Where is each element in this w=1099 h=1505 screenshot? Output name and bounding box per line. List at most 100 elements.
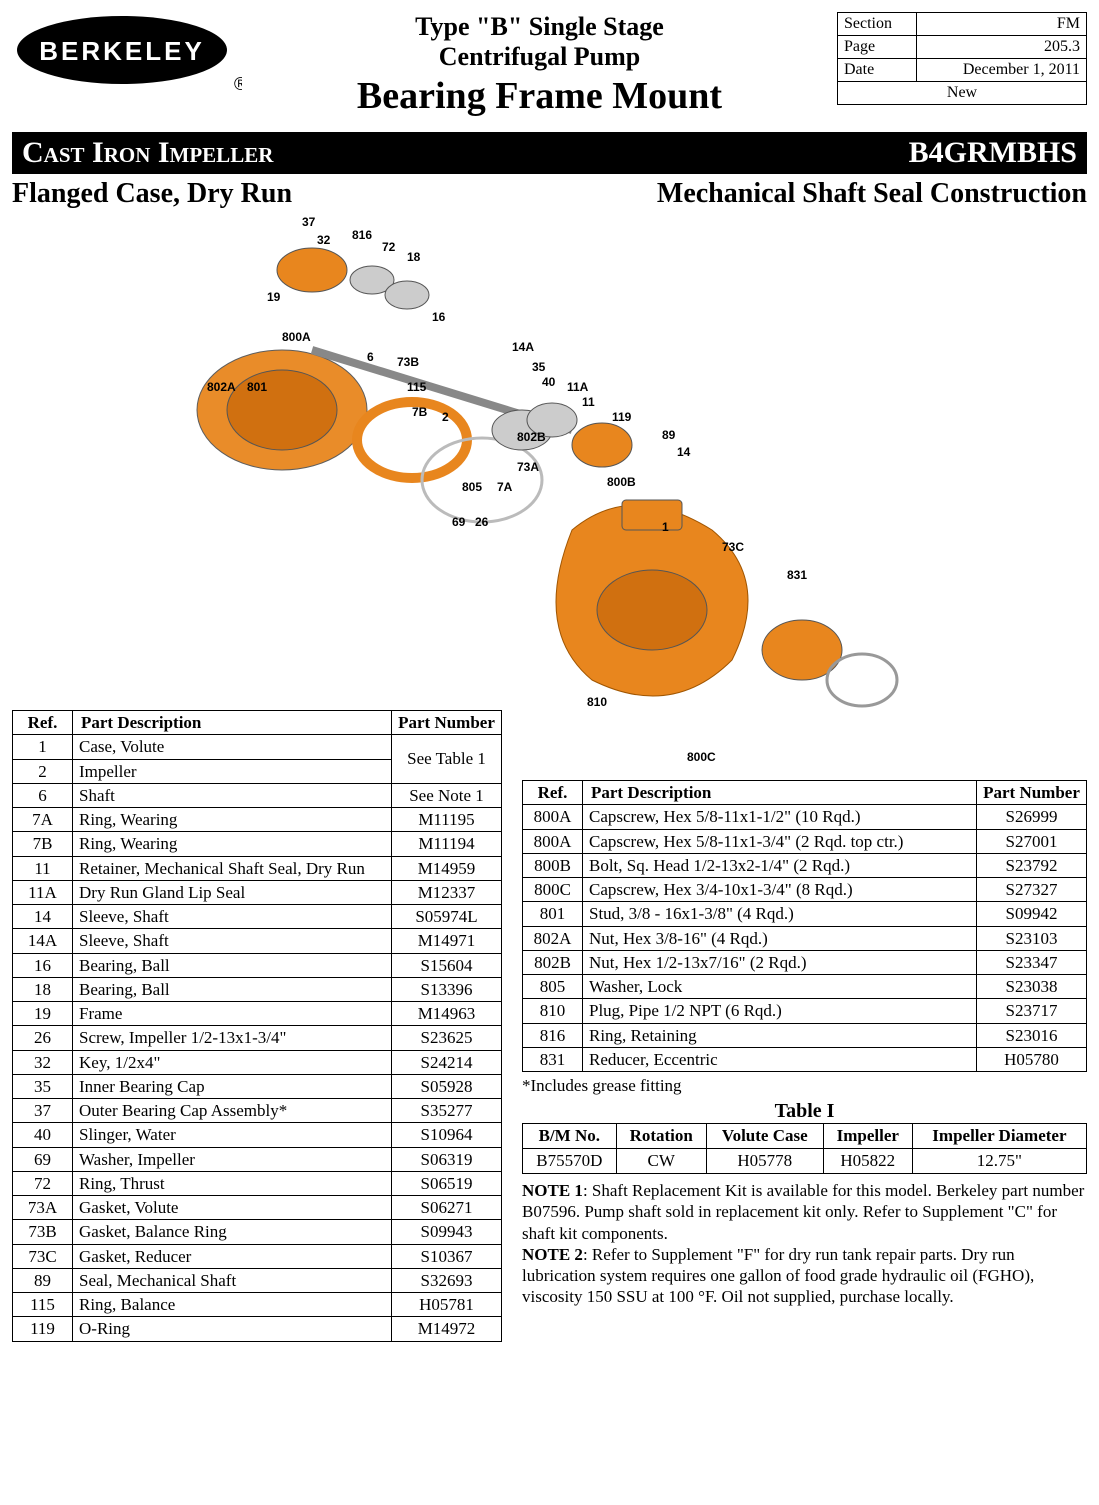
callout-73B: 73B — [397, 355, 419, 369]
table-row: 18Bearing, BallS13396 — [13, 977, 502, 1001]
ref-cell: 831 — [523, 1047, 583, 1071]
ref-cell: 14 — [13, 905, 73, 929]
table-row: 16Bearing, BallS15604 — [13, 953, 502, 977]
ref-cell: 14A — [13, 929, 73, 953]
pn-cell: S05928 — [392, 1074, 502, 1098]
callout-800C: 800C — [687, 750, 716, 764]
callout-7B: 7B — [412, 405, 427, 419]
callout-72: 72 — [382, 240, 395, 254]
table-row: 73AGasket, VoluteS06271 — [13, 1196, 502, 1220]
callout-831: 831 — [787, 568, 807, 582]
ref-cell: 73B — [13, 1220, 73, 1244]
table-row: 805Washer, LockS23038 — [523, 975, 1087, 999]
desc-cell: Reducer, Eccentric — [583, 1047, 977, 1071]
ref-cell: 801 — [523, 902, 583, 926]
pn-cell: See Note 1 — [392, 783, 502, 807]
table-row: 7ARing, WearingM11195 — [13, 808, 502, 832]
date-value: December 1, 2011 — [917, 59, 1087, 82]
desc-cell: Ring, Wearing — [73, 808, 392, 832]
pn-cell: S10964 — [392, 1123, 502, 1147]
ref-cell: 69 — [13, 1147, 73, 1171]
ref-cell: 11 — [13, 856, 73, 880]
pn-cell: S27327 — [977, 878, 1087, 902]
table-row: 72Ring, ThrustS06519 — [13, 1171, 502, 1195]
svg-text:BERKELEY: BERKELEY — [39, 36, 205, 66]
table-row: 115Ring, BalanceH05781 — [13, 1293, 502, 1317]
ref-cell: 19 — [13, 1002, 73, 1026]
ref-header: Ref. — [523, 781, 583, 805]
exploded-diagram: 373281672181916800A673B14A35802A80111540… — [12, 210, 1087, 770]
desc-cell: Gasket, Balance Ring — [73, 1220, 392, 1244]
pn-cell: M14959 — [392, 856, 502, 880]
table-row: 37Outer Bearing Cap Assembly*S35277 — [13, 1099, 502, 1123]
notes-block: NOTE 1: Shaft Replacement Kit is availab… — [522, 1180, 1087, 1308]
desc-cell: Retainer, Mechanical Shaft Seal, Dry Run — [73, 856, 392, 880]
desc-cell: Outer Bearing Cap Assembly* — [73, 1099, 392, 1123]
pn-cell: S23016 — [977, 1023, 1087, 1047]
parts-table-left: Ref. Part Description Part Number 1Case,… — [12, 710, 502, 1342]
pn-cell: S06519 — [392, 1171, 502, 1195]
pn-header: Part Number — [977, 781, 1087, 805]
desc-header: Part Description — [583, 781, 977, 805]
callout-19: 19 — [267, 290, 280, 304]
table-row: 73CGasket, ReducerS10367 — [13, 1244, 502, 1268]
table1-title: Table I — [522, 1100, 1087, 1123]
pn-cell: M11194 — [392, 832, 502, 856]
ref-cell: 32 — [13, 1050, 73, 1074]
desc-cell: O-Ring — [73, 1317, 392, 1341]
ref-cell: 18 — [13, 977, 73, 1001]
t1-header: Impeller — [823, 1124, 912, 1149]
pn-cell: M14971 — [392, 929, 502, 953]
desc-cell: Capscrew, Hex 5/8-11x1-3/4" (2 Rqd. top … — [583, 829, 977, 853]
note1-text: : Shaft Replacement Kit is available for… — [522, 1181, 1084, 1243]
ref-cell: 73A — [13, 1196, 73, 1220]
page-value: 205.3 — [917, 36, 1087, 59]
pn-cell: S23717 — [977, 999, 1087, 1023]
desc-cell: Ring, Wearing — [73, 832, 392, 856]
table-row: 800BBolt, Sq. Head 1/2-13x2-1/4" (2 Rqd.… — [523, 853, 1087, 877]
callout-35: 35 — [532, 360, 545, 374]
pn-cell: S23792 — [977, 853, 1087, 877]
note2-text: : Refer to Supplement "F" for dry run ta… — [522, 1245, 1034, 1307]
callout-11A: 11A — [567, 380, 588, 394]
desc-cell: Ring, Retaining — [583, 1023, 977, 1047]
right-column: Ref. Part Description Part Number 800ACa… — [522, 710, 1087, 1342]
callout-1: 1 — [662, 520, 669, 534]
desc-cell: Capscrew, Hex 3/4-10x1-3/4" (8 Rqd.) — [583, 878, 977, 902]
t1-cell: H05778 — [706, 1149, 823, 1174]
diagram-svg — [12, 210, 1087, 770]
ref-cell: 11A — [13, 880, 73, 904]
callout-802A: 802A — [207, 380, 236, 394]
table-row: 800ACapscrew, Hex 5/8-11x1-1/2" (10 Rqd.… — [523, 805, 1087, 829]
callout-6: 6 — [367, 350, 374, 364]
table-row: 119O-RingM14972 — [13, 1317, 502, 1341]
desc-cell: Plug, Pipe 1/2 NPT (6 Rqd.) — [583, 999, 977, 1023]
table-row: 7BRing, WearingM11194 — [13, 832, 502, 856]
pn-cell: S13396 — [392, 977, 502, 1001]
desc-cell: Washer, Lock — [583, 975, 977, 999]
pn-cell: S09942 — [977, 902, 1087, 926]
table-row: 32Key, 1/2x4"S24214 — [13, 1050, 502, 1074]
pn-cell: H05781 — [392, 1293, 502, 1317]
subhead-right: Mechanical Shaft Seal Construction — [657, 178, 1087, 210]
callout-115: 115 — [407, 380, 426, 394]
desc-cell: Sleeve, Shaft — [73, 905, 392, 929]
ref-cell: 89 — [13, 1268, 73, 1292]
desc-cell: Seal, Mechanical Shaft — [73, 1268, 392, 1292]
pn-cell: S23347 — [977, 950, 1087, 974]
pn-cell: S24214 — [392, 1050, 502, 1074]
pn-cell: S09943 — [392, 1220, 502, 1244]
callout-800A: 800A — [282, 330, 311, 344]
banner-right: B4GRMBHS — [909, 136, 1077, 170]
ref-cell: 802A — [523, 926, 583, 950]
ref-cell: 805 — [523, 975, 583, 999]
desc-cell: Gasket, Volute — [73, 1196, 392, 1220]
table-row: 35Inner Bearing CapS05928 — [13, 1074, 502, 1098]
callout-11: 11 — [582, 395, 595, 409]
table-row: 801Stud, 3/8 - 16x1-3/8" (4 Rqd.)S09942 — [523, 902, 1087, 926]
callout-69: 69 — [452, 515, 465, 529]
t1-header: Impeller Diameter — [912, 1124, 1086, 1149]
table-row: 11ADry Run Gland Lip SealM12337 — [13, 880, 502, 904]
desc-cell: Stud, 3/8 - 16x1-3/8" (4 Rqd.) — [583, 902, 977, 926]
table-row: 40Slinger, WaterS10964 — [13, 1123, 502, 1147]
